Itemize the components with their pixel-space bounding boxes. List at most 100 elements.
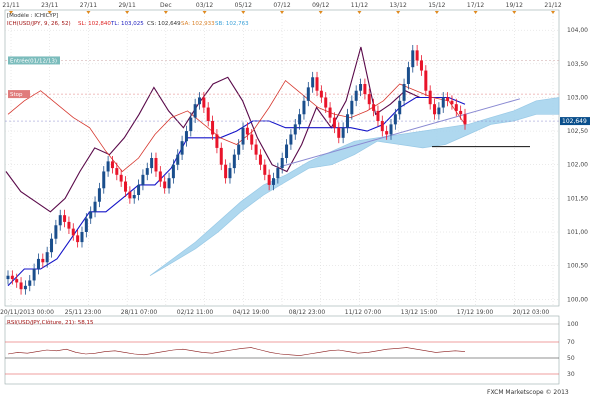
price-tick-label: 104,00 bbox=[567, 27, 588, 34]
candle-body bbox=[402, 84, 406, 101]
candle-body bbox=[28, 280, 32, 286]
candle-body bbox=[219, 147, 223, 165]
candle-body bbox=[385, 131, 389, 135]
candle-body bbox=[328, 107, 332, 118]
tl-label: TL: 103,025 bbox=[110, 21, 144, 27]
candle-body bbox=[446, 97, 450, 101]
top-date-tick: 11/12 bbox=[351, 2, 368, 9]
candle-body bbox=[389, 124, 393, 135]
price-tick-label: 103,00 bbox=[567, 94, 588, 101]
bottom-date-tick: 20/11/2013 00:00 bbox=[0, 309, 54, 316]
cs-label: CS: 102,649 bbox=[147, 21, 181, 27]
candle-body bbox=[19, 282, 23, 290]
event-marker-icon bbox=[86, 11, 91, 14]
candle-body bbox=[376, 110, 380, 121]
candle-body bbox=[54, 225, 58, 239]
bottom-date-tick: 04/12 19:00 bbox=[233, 309, 270, 316]
candle-body bbox=[276, 168, 280, 179]
candle-body bbox=[311, 77, 315, 88]
ichimoku-cloud bbox=[149, 97, 560, 277]
candle-body bbox=[163, 181, 167, 189]
candle-body bbox=[406, 67, 410, 84]
top-date-tick: 21/12 bbox=[544, 2, 561, 9]
candle-body bbox=[398, 100, 402, 115]
bottom-date-tick: 08/12 23:00 bbox=[289, 309, 326, 316]
candle-body bbox=[341, 127, 345, 138]
candle-body bbox=[23, 285, 27, 290]
candle-body bbox=[89, 211, 93, 219]
candle-body bbox=[137, 184, 141, 195]
bottom-date-axis: 20/11/2013 00:00 25/11 23:00 28/11 07:00 02… bbox=[0, 309, 549, 316]
candle-body bbox=[150, 158, 154, 169]
candle-body bbox=[393, 114, 397, 125]
candle-body bbox=[124, 181, 128, 192]
rsi-label: RSI(USD/JPY,Clôture, 21): 58,15 bbox=[7, 319, 94, 326]
candle-body bbox=[285, 144, 289, 158]
candle-body bbox=[45, 252, 49, 263]
event-marker-icon bbox=[396, 11, 401, 14]
candle-body bbox=[184, 131, 188, 142]
candle-body bbox=[337, 127, 341, 138]
candle-body bbox=[280, 158, 284, 169]
price-tick-label: 102,00 bbox=[567, 162, 588, 169]
candle-body bbox=[145, 168, 149, 175]
top-date-tick: 21/11 bbox=[2, 2, 19, 9]
candle-body bbox=[319, 90, 323, 98]
chikou-span-line bbox=[5, 46, 421, 213]
candle-body bbox=[41, 258, 45, 263]
candle-body bbox=[198, 97, 202, 105]
event-marker-icon bbox=[241, 11, 246, 14]
candle-body bbox=[63, 215, 67, 222]
candle-body bbox=[141, 174, 145, 185]
candle-body bbox=[202, 97, 206, 108]
candle-body bbox=[245, 127, 249, 135]
candle-body bbox=[237, 144, 241, 155]
candle-body bbox=[419, 60, 423, 71]
candle-body bbox=[50, 238, 54, 253]
candle-body bbox=[293, 124, 297, 135]
candle-body bbox=[58, 215, 62, 226]
top-date-tick: 05/12 bbox=[235, 2, 252, 9]
event-marker-icon bbox=[434, 11, 439, 14]
bottom-date-tick: 13/12 15:00 bbox=[401, 309, 438, 316]
candle-body bbox=[97, 188, 101, 202]
event-marker-icon bbox=[473, 11, 478, 14]
candle-body bbox=[215, 134, 219, 148]
candle-body bbox=[6, 275, 10, 280]
candle-body bbox=[324, 97, 328, 108]
candle-body bbox=[167, 178, 171, 189]
candle-body bbox=[271, 178, 275, 185]
candle-body bbox=[180, 141, 184, 155]
model-label: [Modèle : ICHICYP] bbox=[7, 12, 58, 19]
candle-body bbox=[115, 168, 119, 175]
current-price-label: 102,649 bbox=[562, 118, 587, 125]
candles bbox=[6, 44, 467, 295]
bottom-date-tick: 11/12 07:00 bbox=[345, 309, 382, 316]
event-marker-icon bbox=[125, 11, 130, 14]
top-date-tick: 09/12 bbox=[312, 2, 329, 9]
top-date-tick: 17/12 bbox=[467, 2, 484, 9]
entry-tag-label: Entrée(01/12/13) bbox=[10, 57, 57, 64]
bottom-date-tick: 20/12 03:00 bbox=[513, 309, 550, 316]
candle-body bbox=[424, 70, 428, 91]
candle-body bbox=[298, 114, 302, 125]
candle-body bbox=[454, 104, 458, 111]
event-marker-icon bbox=[280, 11, 284, 14]
candle-body bbox=[367, 94, 371, 105]
candle-body bbox=[10, 275, 14, 280]
candle-body bbox=[154, 158, 158, 172]
event-marker-icon bbox=[551, 11, 555, 14]
candle-body bbox=[189, 117, 193, 132]
bottom-date-tick: 02/12 11:00 bbox=[177, 309, 214, 316]
event-marker-icon bbox=[163, 11, 168, 14]
candle-body bbox=[415, 50, 419, 61]
candle-body bbox=[119, 174, 123, 182]
bottom-date-tick: 25/11 23:00 bbox=[65, 309, 102, 316]
candle-body bbox=[128, 191, 132, 199]
candle-body bbox=[350, 100, 354, 115]
price-tick-label: 100,50 bbox=[567, 263, 588, 270]
sa-label: SA: 102,933 bbox=[181, 21, 215, 27]
candle-body bbox=[15, 279, 19, 283]
top-date-tick: 29/11 bbox=[118, 2, 135, 9]
